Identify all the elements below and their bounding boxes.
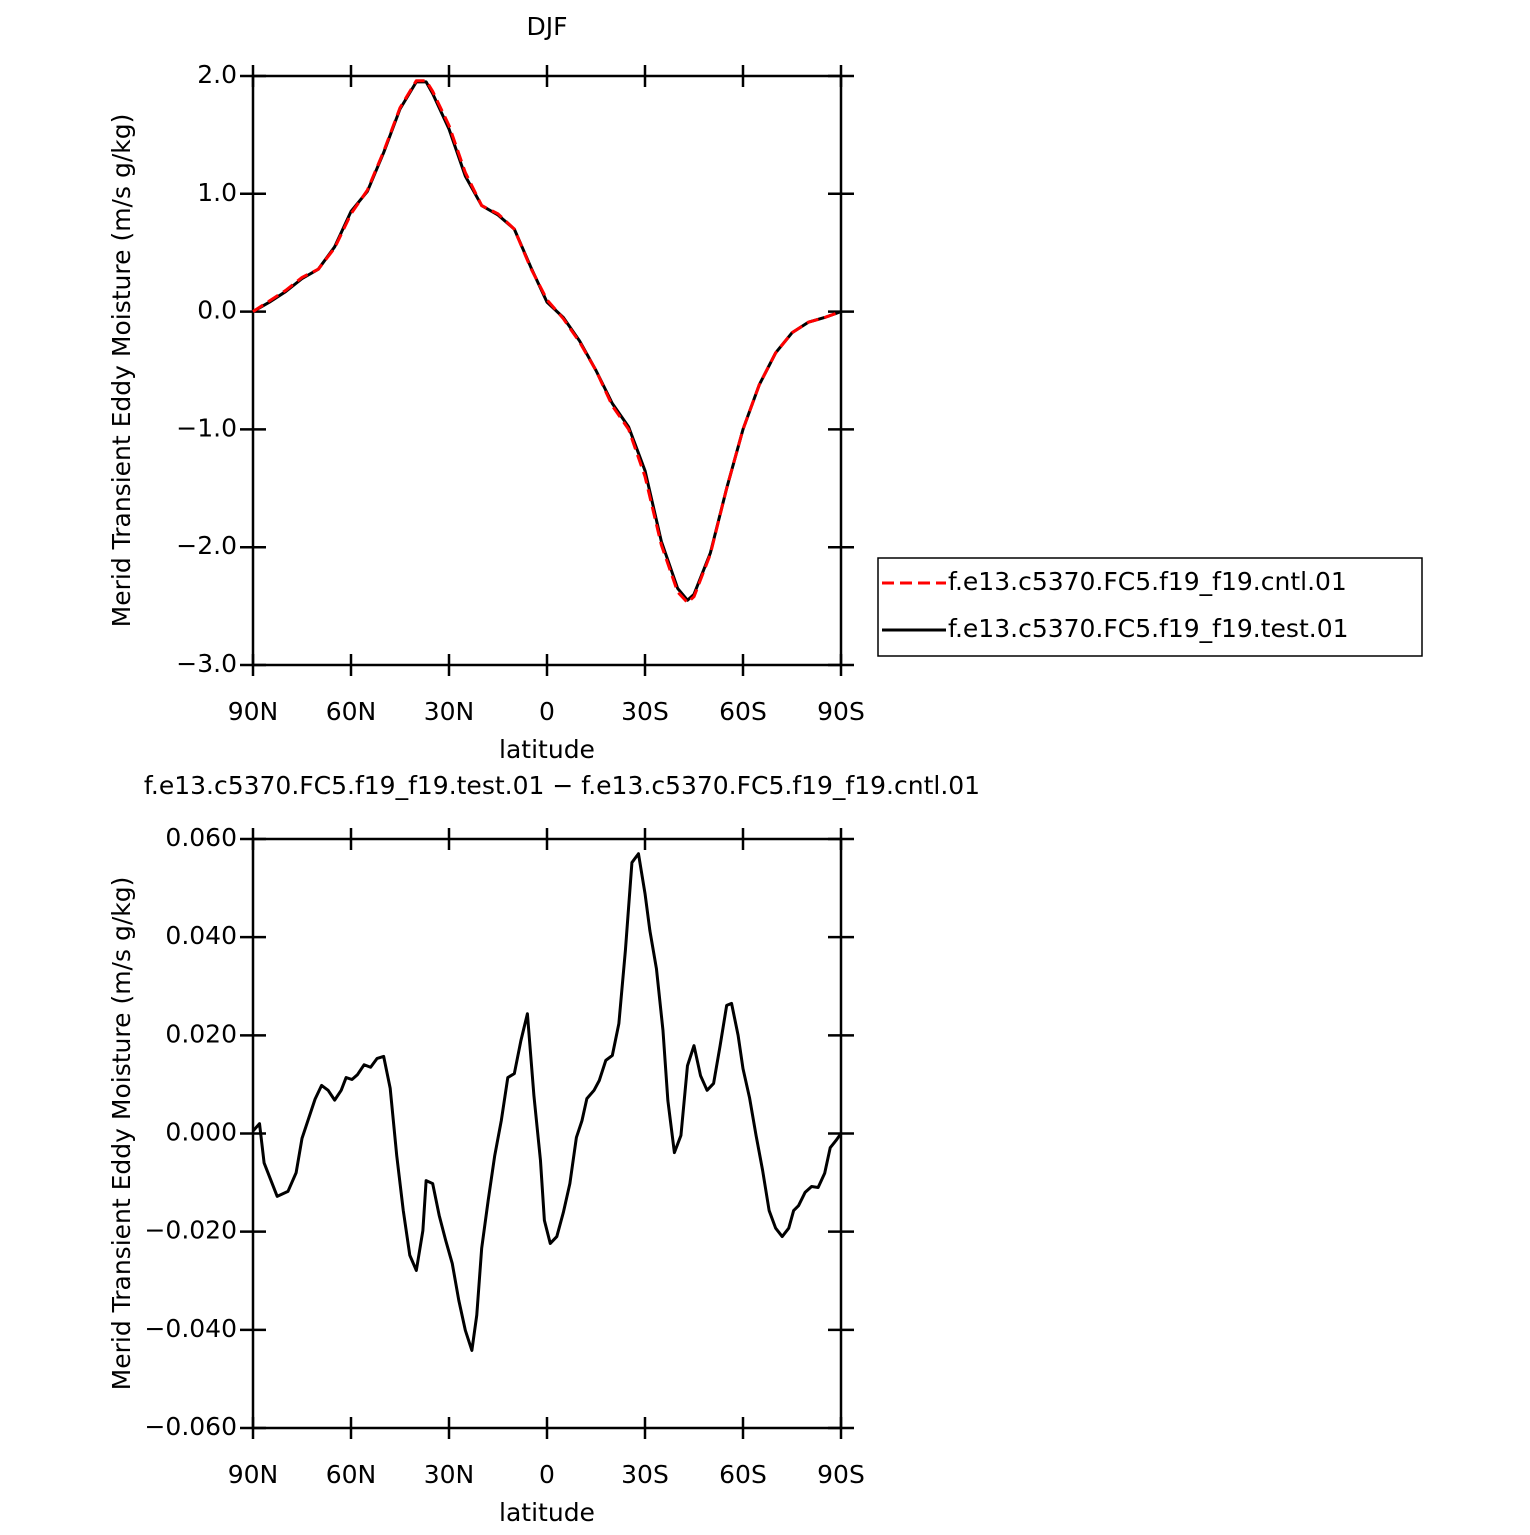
x-tick-label: 30N	[424, 1460, 475, 1489]
y-tick-label: −1.0	[176, 413, 237, 442]
chart-title: DJF	[526, 12, 567, 41]
y-tick-label: −0.020	[144, 1216, 237, 1245]
legend-box	[877, 557, 1423, 657]
y-tick-label: 0.0	[197, 296, 237, 325]
x-tick-label: 90N	[228, 697, 279, 726]
x-tick-label: 90S	[817, 697, 865, 726]
y-tick-label: 1.0	[197, 178, 237, 207]
x-tick-label: 60N	[326, 697, 377, 726]
y-tick-label: 0.000	[165, 1118, 237, 1147]
x-tick-label: 90S	[817, 1460, 865, 1489]
y-tick-label: 0.020	[165, 1019, 237, 1048]
x-tick-label: 0	[539, 697, 555, 726]
y-tick-label: 2.0	[197, 60, 237, 89]
y-tick-label: −3.0	[176, 649, 237, 678]
data-line	[251, 852, 843, 1352]
legend-label: f.e13.c5370.FC5.f19_f19.cntl.01	[948, 567, 1347, 596]
y-axis-label: Merid Transient Eddy Moisture (m/s g/kg)	[107, 114, 136, 628]
x-tick-label: 30S	[621, 1460, 669, 1489]
x-tick-label: 0	[539, 1460, 555, 1489]
y-tick-label: 0.040	[165, 921, 237, 950]
x-tick-label: 60N	[326, 1460, 377, 1489]
y-axis-label: Merid Transient Eddy Moisture (m/s g/kg)	[107, 877, 136, 1391]
y-tick-label: −0.040	[144, 1314, 237, 1343]
x-axis-label: latitude	[499, 1498, 595, 1527]
x-tick-label: 30N	[424, 697, 475, 726]
legend-label: f.e13.c5370.FC5.f19_f19.test.01	[948, 614, 1349, 643]
data-line	[252, 79, 842, 605]
data-line	[252, 80, 842, 602]
x-tick-label: 60S	[719, 697, 767, 726]
plot-frame	[251, 837, 843, 1430]
chart-title: f.e13.c5370.FC5.f19_f19.test.01 − f.e13.…	[144, 771, 980, 800]
x-axis-label: latitude	[499, 735, 595, 764]
x-tick-label: 90N	[228, 1460, 279, 1489]
y-tick-label: 0.060	[165, 823, 237, 852]
y-tick-label: −0.060	[144, 1412, 237, 1441]
x-tick-label: 60S	[719, 1460, 767, 1489]
y-tick-label: −2.0	[176, 531, 237, 560]
plot-frame	[251, 74, 843, 667]
x-tick-label: 30S	[621, 697, 669, 726]
